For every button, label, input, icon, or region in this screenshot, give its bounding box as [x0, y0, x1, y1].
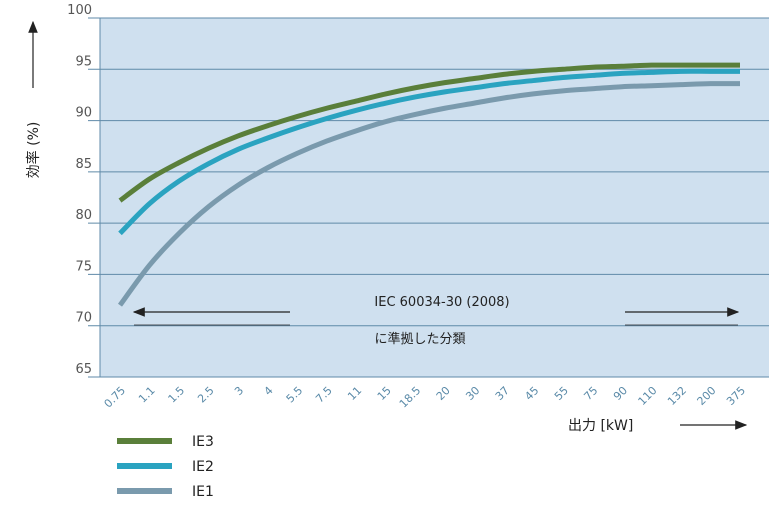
x-tick-label: 30	[463, 384, 482, 403]
y-tick-label: 80	[75, 208, 92, 223]
legend-label-ie3: IE3	[192, 434, 214, 450]
series-lines	[117, 62, 741, 307]
x-tick-label: 20	[434, 384, 453, 403]
x-tick-label: 110	[636, 384, 660, 408]
series-line-ie3	[118, 62, 740, 203]
y-tick-label: 85	[75, 157, 92, 172]
y-tick-label: 65	[75, 362, 92, 377]
x-tick-label: 75	[581, 384, 600, 403]
classification-annotation: IEC 60034-30 (2008) に準拠した分類	[132, 295, 740, 347]
legend-label-ie2: IE2	[192, 459, 214, 475]
y-axis-label: 効率 (%)	[25, 122, 42, 179]
x-axis-title: 出力 [kW]	[568, 418, 748, 434]
x-tick-label: 4	[262, 384, 276, 398]
x-tick-label: 1.1	[136, 384, 158, 406]
x-tick-label: 45	[522, 384, 541, 403]
x-tick-label: 90	[611, 384, 630, 403]
y-axis-title: 効率 (%)	[25, 20, 42, 179]
y-tick-label: 70	[75, 311, 92, 326]
x-tick-label: 132	[665, 384, 689, 408]
x-axis-label: 出力 [kW]	[568, 418, 633, 434]
grid-lines	[88, 17, 769, 378]
annotation-line1: IEC 60034-30 (2008)	[374, 295, 509, 310]
legend: IE3 IE2 IE1	[117, 434, 214, 500]
x-tick-label: 1.5	[166, 384, 188, 406]
y-tick-label: 95	[75, 54, 92, 69]
x-tick-label: 0.75	[102, 384, 129, 411]
x-tick-label: 55	[552, 384, 571, 403]
y-tick-label: 100	[67, 3, 92, 18]
x-tick-label: 200	[695, 384, 719, 408]
x-tick-label: 7.5	[313, 384, 335, 406]
legend-label-ie1: IE1	[192, 484, 214, 500]
x-tick-label: 15	[375, 384, 394, 403]
x-tick-label: 18.5	[397, 384, 424, 411]
plot-area	[100, 18, 769, 377]
x-tick-label: 37	[493, 384, 512, 403]
x-tick-label: 2.5	[195, 384, 217, 406]
y-tick-label: 75	[75, 259, 92, 274]
x-tick-label: 11	[345, 384, 364, 403]
x-tick-labels: 0.75 1.1 1.5 2.5 3 4 5.5 7.5 11 15 18.5 20 30 37 45 55 7…	[102, 384, 749, 411]
series-line-ie1	[117, 81, 741, 307]
series-line-ie2	[118, 68, 740, 236]
x-tick-label: 375	[724, 384, 748, 408]
x-tick-label: 3	[232, 384, 246, 398]
x-tick-label: 5.5	[284, 384, 306, 406]
annotation-line2: に準拠した分類	[374, 331, 465, 347]
y-tick-label: 90	[75, 106, 92, 121]
y-tick-labels: 65 70 75 80 85 90 95 100	[67, 3, 92, 377]
